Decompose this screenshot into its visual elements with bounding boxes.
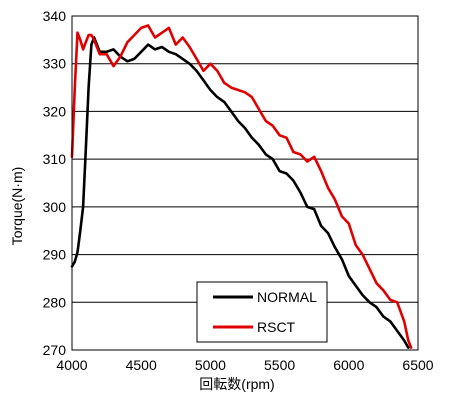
legend-box xyxy=(196,281,328,343)
x-tick-label: 6000 xyxy=(333,357,364,373)
y-tick-label: 280 xyxy=(43,294,67,310)
y-tick-label: 320 xyxy=(43,103,67,119)
plot-frame xyxy=(71,15,419,351)
x-tick-labels: 4000 4500 5000 5500 6000 6500 xyxy=(56,357,433,373)
legend-label-normal: NORMAL xyxy=(257,289,317,305)
legend: NORMAL RSCT xyxy=(196,281,328,343)
y-tick-label: 330 xyxy=(43,56,67,72)
series-lines xyxy=(70,24,413,349)
legend-label-rsct: RSCT xyxy=(257,319,296,335)
x-tick-label: 4500 xyxy=(126,357,157,373)
x-tick-label: 5000 xyxy=(195,357,226,373)
y-tick-label: 290 xyxy=(43,247,67,263)
x-axis-title: 回転数(rpm) xyxy=(199,376,274,392)
y-axis-title: Torque(N·m) xyxy=(9,167,25,246)
grid-lines xyxy=(72,63,418,303)
x-tick-label: 5500 xyxy=(264,357,295,373)
y-tick-label: 340 xyxy=(43,8,67,24)
y-tick-label: 270 xyxy=(43,342,67,358)
x-tick-label: 6500 xyxy=(402,357,433,373)
y-tick-labels: 270 280 290 300 310 320 330 340 xyxy=(43,8,67,358)
x-tick-label: 4000 xyxy=(56,357,87,373)
series-line-rsct xyxy=(70,24,413,349)
y-tick-label: 310 xyxy=(43,151,67,167)
y-tick-label: 300 xyxy=(43,199,67,215)
